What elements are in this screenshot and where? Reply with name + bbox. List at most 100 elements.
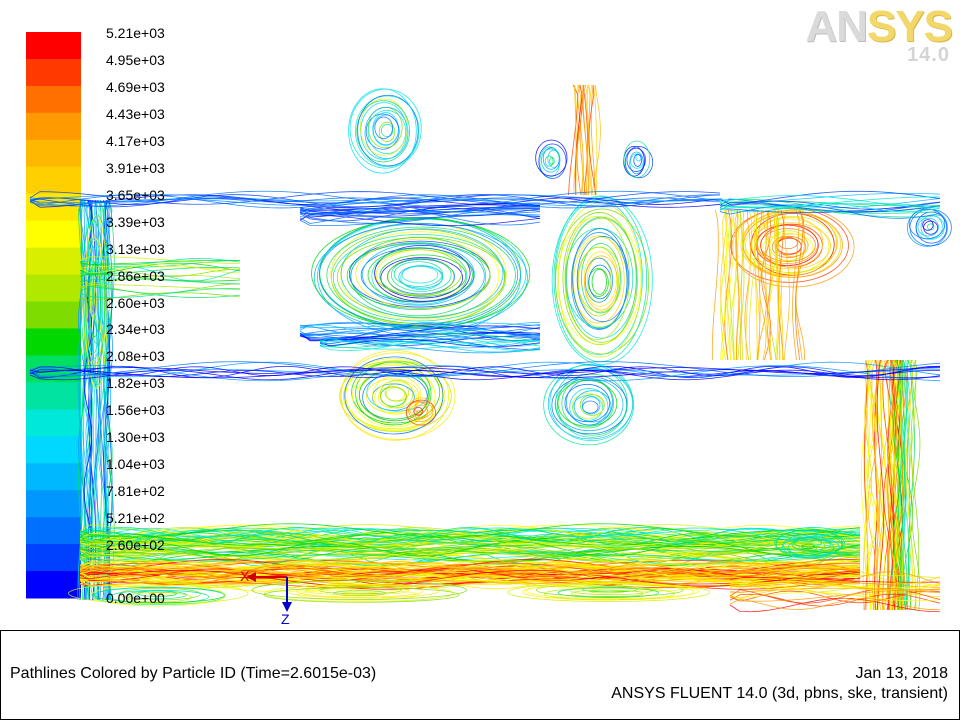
pathline [124, 592, 192, 603]
pathline [730, 209, 739, 361]
solver-info: ANSYS FLUENT 14.0 (3d, pbns, ske, transi… [611, 685, 948, 702]
pathline [781, 536, 840, 558]
pathline [742, 212, 843, 278]
pathline [393, 261, 443, 287]
pathline [79, 542, 861, 557]
pathline [584, 255, 619, 311]
pathline [405, 401, 434, 423]
pathline [79, 560, 861, 575]
pathline [340, 352, 456, 440]
pathline [748, 209, 758, 361]
pathline [380, 257, 463, 299]
colorbar-tick-label: 2.60e+02 [106, 537, 165, 554]
pathline [349, 88, 422, 169]
pathline [79, 552, 861, 561]
logo-brand-a: AN [805, 2, 868, 51]
pathline [387, 257, 455, 296]
pathline [581, 243, 621, 314]
pathline [319, 339, 541, 354]
pathline [558, 202, 643, 358]
pathline [733, 209, 740, 361]
x-axis-label: X [240, 568, 250, 584]
pathline [79, 560, 861, 571]
colorbar-tick-label: 1.04e+03 [106, 456, 165, 473]
pathline [590, 84, 596, 196]
pathline [719, 202, 941, 213]
pathline [553, 195, 648, 362]
pathline [299, 214, 541, 227]
pathline [412, 404, 429, 420]
pathline [297, 589, 419, 601]
pathline [923, 220, 939, 235]
pathline [719, 198, 941, 208]
pathline [888, 359, 898, 611]
colorbar-tick-label: 4.69e+03 [106, 78, 165, 95]
pathline [387, 258, 455, 295]
pathline [719, 202, 941, 209]
pathline [581, 396, 601, 415]
pathline [729, 581, 941, 591]
pathlines-field [29, 84, 952, 613]
pathline [79, 564, 861, 576]
pathline [729, 597, 941, 613]
colorbar-tick-label: 2.08e+03 [106, 348, 165, 365]
pathline [577, 246, 619, 317]
pathline [629, 151, 644, 175]
pathline [759, 209, 767, 361]
title-block: Pathlines Colored by Particle ID (Time=2… [0, 630, 960, 720]
pathline [734, 209, 742, 361]
pathline [566, 216, 638, 339]
pathline [756, 209, 767, 361]
pathline [719, 204, 941, 219]
pathline [876, 359, 883, 611]
pathline [555, 367, 628, 438]
pathline [330, 228, 505, 326]
pathline [526, 583, 700, 599]
plot-title: Pathlines Colored by Particle ID (Time=2… [10, 665, 377, 682]
pathline [299, 208, 541, 217]
pathline [311, 217, 531, 329]
pathline [372, 375, 422, 415]
pathline [79, 529, 861, 546]
colorbar-swatch [26, 274, 81, 303]
pathline [759, 228, 816, 262]
pathline [79, 266, 241, 282]
pathline [908, 359, 917, 611]
pathline [905, 359, 913, 611]
pathline [350, 237, 487, 317]
pathline [296, 585, 424, 598]
colorbar-swatch [26, 544, 81, 572]
pathline [791, 537, 832, 551]
logo-brand-b: SYS [866, 2, 953, 51]
pathline [624, 146, 654, 179]
pathline [264, 584, 454, 603]
pathline [79, 577, 861, 585]
colorbar-swatch [26, 463, 81, 491]
pathline [357, 94, 419, 167]
pathline [29, 369, 941, 379]
colorbar-swatch [26, 301, 81, 329]
pathline [573, 390, 612, 423]
pathline [623, 145, 645, 177]
colorbar [26, 32, 81, 599]
pathline [722, 209, 727, 361]
colorbar-swatch [26, 490, 81, 518]
pathline [765, 209, 772, 361]
pathline [340, 350, 450, 441]
pathline [299, 202, 541, 213]
pathline [319, 340, 541, 350]
pathline [543, 587, 675, 601]
pathline [554, 378, 624, 432]
pathline [299, 209, 541, 224]
pathline [326, 226, 516, 325]
colorbar-tick-label: 5.21e+03 [106, 25, 165, 41]
pathline [720, 209, 730, 361]
graphics-viewport[interactable]: X Z 5.21e+03 4.95e+03 4.69e+03 4.43e+03 4.17… [0, 0, 960, 630]
pathline [319, 339, 541, 349]
pathline [319, 333, 541, 347]
colorbar-swatch [26, 139, 81, 168]
pathline [507, 582, 711, 602]
pathline [555, 208, 650, 355]
pathline [299, 204, 541, 211]
pathline [551, 196, 653, 365]
